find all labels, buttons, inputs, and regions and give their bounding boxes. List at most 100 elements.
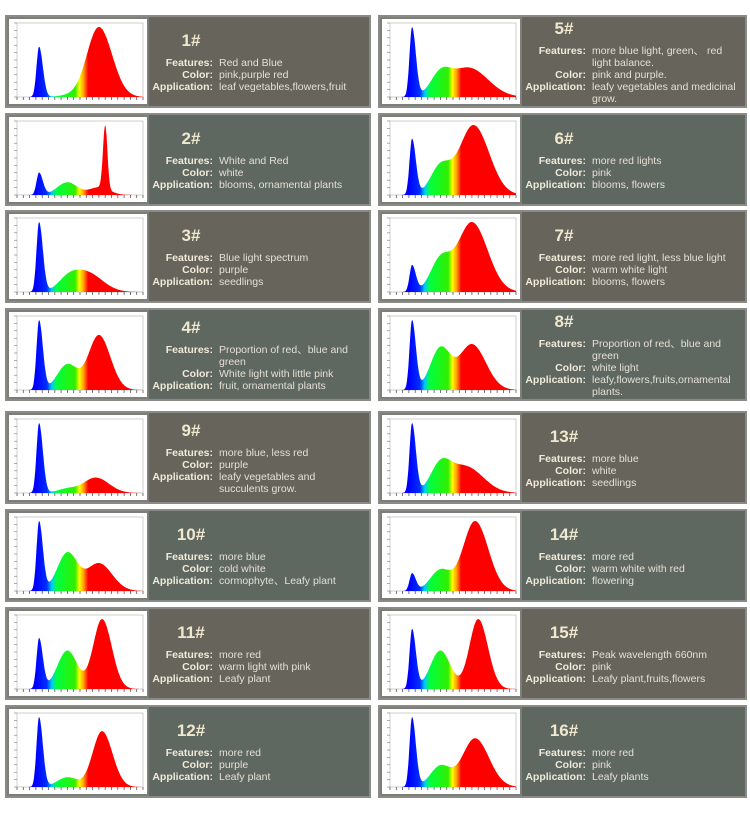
color-label: Color: xyxy=(182,263,213,276)
color-label: Color: xyxy=(555,758,586,771)
features-label: Features: xyxy=(538,251,586,264)
features-row: Features: Peak wavelength 660nm xyxy=(522,649,739,661)
features-row: Features: more red lights xyxy=(522,155,739,167)
features-row: Features: more red xyxy=(149,649,363,661)
color-label: Color: xyxy=(555,361,586,374)
application-label: Application: xyxy=(152,379,213,392)
plot-frame xyxy=(16,120,144,196)
application-value: seedlings xyxy=(592,476,637,489)
spectrum-chart xyxy=(7,212,149,301)
color-value: warm white light xyxy=(592,263,668,276)
spectrum-chart xyxy=(380,115,522,204)
color-value: white light xyxy=(592,361,639,374)
model-number: 15# xyxy=(549,622,579,642)
spectrum-graph xyxy=(382,513,520,598)
spectrum-chart xyxy=(380,511,522,600)
color-row: Color: pink and purple. xyxy=(522,69,739,81)
application-row: Application: leafy,flowers,fruits,ornamen… xyxy=(522,374,739,398)
color-value: pink and purple. xyxy=(592,68,667,81)
spectrum-curve xyxy=(396,320,516,390)
features-label: Features: xyxy=(538,550,586,563)
features-label: Features: xyxy=(165,251,213,264)
spectrum-graph xyxy=(9,19,147,104)
spectrum-graph xyxy=(382,415,520,500)
spectrum-curve xyxy=(396,717,516,787)
color-label: Color: xyxy=(555,263,586,276)
features-value: more blue, less red xyxy=(219,446,309,459)
color-row: Color: white light xyxy=(522,362,739,374)
features-label: Features: xyxy=(165,154,213,167)
spectrum-card: 8# Features: Proportion of red、blue and gr… xyxy=(378,308,747,401)
spectrum-info: 4# Features: Proportion of red、blue and gr… xyxy=(149,310,369,399)
color-row: Color: pink,purple red xyxy=(149,69,363,81)
color-value: purple xyxy=(219,458,249,471)
spectrum-card: 12# Features: more red Color: purple Applicat… xyxy=(5,705,371,798)
spectrum-curve xyxy=(396,521,516,591)
spectrum-curve xyxy=(23,521,143,591)
features-label: Features: xyxy=(538,44,586,57)
color-row: Color: pink xyxy=(522,167,739,179)
model-number: 16# xyxy=(549,720,579,740)
application-label: Application: xyxy=(152,574,213,587)
application-value: cormophyte、Leafy plant xyxy=(219,574,336,587)
spectrum-info: 11# Features: more red Color: warm light wit… xyxy=(149,609,369,698)
spectrum-info: 8# Features: Proportion of red、blue and gr… xyxy=(522,310,745,399)
spectrum-card: 6# Features: more red lights Color: pink Appl… xyxy=(378,113,747,206)
spectrum-chart xyxy=(380,310,522,399)
application-label: Application: xyxy=(525,275,586,288)
application-row: Application: flowering xyxy=(522,575,739,587)
model-number: 6# xyxy=(554,128,574,148)
features-row: Features: more red xyxy=(522,551,739,563)
features-label: Features: xyxy=(538,648,586,661)
color-label: Color: xyxy=(182,458,213,471)
color-row: Color: white xyxy=(149,167,363,179)
spectrum-graph xyxy=(382,611,520,696)
spectrum-chart xyxy=(380,609,522,698)
features-label: Features: xyxy=(538,452,586,465)
spectrum-card: 15# Features: Peak wavelength 660nm Color: p… xyxy=(378,607,747,700)
color-row: Color: warm light with pink xyxy=(149,661,363,673)
features-row: Features: more blue xyxy=(522,453,739,465)
color-row: Color: purple xyxy=(149,459,363,471)
features-value: White and Red xyxy=(219,154,289,167)
application-value: seedlings xyxy=(219,275,264,288)
color-label: Color: xyxy=(182,367,213,380)
features-row: Features: Red and Blue xyxy=(149,57,363,69)
features-value: Blue light spectrum xyxy=(219,251,309,264)
spectrum-card: 5# Features: more blue light, green、 red l… xyxy=(378,15,747,108)
application-row: Application: cormophyte、Leafy plant xyxy=(149,575,363,587)
model-number: 4# xyxy=(181,317,201,337)
spectrum-info: 5# Features: more blue light, green、 red l… xyxy=(522,17,745,106)
application-value: flowering xyxy=(592,574,635,587)
spectrum-graph xyxy=(9,312,147,397)
color-value: pink,purple red xyxy=(219,68,289,81)
application-label: Application: xyxy=(525,672,586,685)
application-value: fruit, ornamental plants xyxy=(219,379,326,392)
spectrum-card: 13# Features: more blue Color: white Applicat… xyxy=(378,411,747,504)
features-value: more red xyxy=(592,746,635,759)
features-label: Features: xyxy=(538,746,586,759)
model-number: 1# xyxy=(181,30,201,50)
spectrum-curve xyxy=(396,619,516,689)
features-value: more blue xyxy=(219,550,266,563)
color-label: Color: xyxy=(182,68,213,81)
spectrum-graph xyxy=(382,117,520,202)
spectrum-chart xyxy=(380,707,522,796)
spectrum-card: 14# Features: more red Color: warm white wit… xyxy=(378,509,747,602)
spectrum-info: 3# Features: Blue light spectrum Color: purp… xyxy=(149,212,369,301)
application-label: Application: xyxy=(152,470,213,483)
application-label: Application: xyxy=(152,178,213,191)
features-value: Proportion of red、blue and green xyxy=(592,337,721,362)
spectrum-graph xyxy=(9,214,147,299)
application-row: Application: blooms, ornamental plants xyxy=(149,179,363,191)
color-value: warm light with pink xyxy=(219,660,311,673)
application-label: Application: xyxy=(525,574,586,587)
application-value: Leafy plant,fruits,flowers xyxy=(592,672,706,685)
color-value: cold white xyxy=(219,562,266,575)
model-number: 2# xyxy=(181,128,201,148)
spectrum-info: 12# Features: more red Color: purple Applicat… xyxy=(149,707,369,796)
spectrum-info: 10# Features: more blue Color: cold white App… xyxy=(149,511,369,600)
application-value: leaf vegetables,flowers,fruit xyxy=(219,80,347,93)
spectrum-card: 9# Features: more blue, less red Color: purp… xyxy=(5,411,371,504)
color-value: white xyxy=(219,166,244,179)
